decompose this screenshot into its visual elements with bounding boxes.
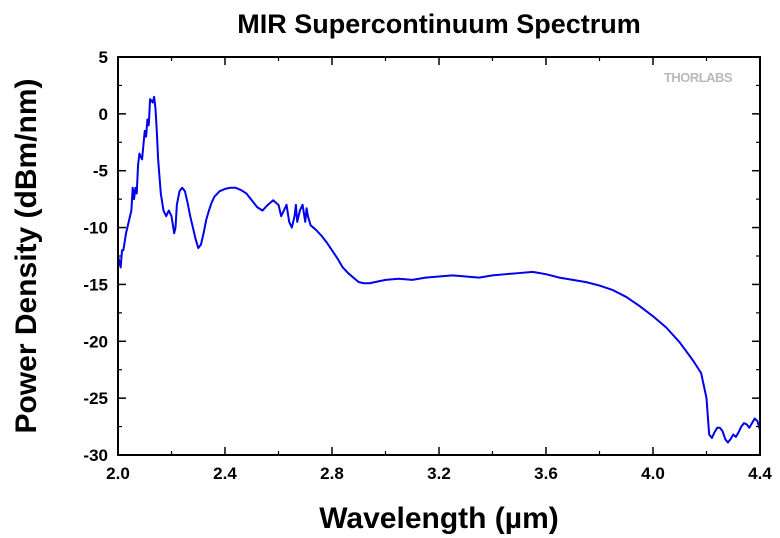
y-tick-label: -25 — [83, 389, 108, 408]
y-tick-label: -10 — [83, 219, 108, 238]
x-axis-label: Wavelength (µm) — [319, 502, 559, 535]
chart-title: MIR Supercontinuum Spectrum — [237, 9, 641, 39]
y-tick-label: 5 — [99, 48, 108, 67]
x-tick-label: 3.2 — [427, 464, 451, 483]
y-axis-label: Power Density (dBm/nm) — [10, 78, 43, 433]
watermark-logo: THORLABS — [664, 70, 734, 85]
y-tick-label: -30 — [83, 446, 108, 465]
series-layer — [117, 95, 761, 444]
y-tick-label: -15 — [83, 275, 108, 294]
y-tick-label: 0 — [99, 105, 108, 124]
x-tick-label: 2.4 — [213, 464, 237, 483]
watermark-text: THORLABS — [664, 70, 733, 85]
ticks-layer: 2.0 2.4 2.8 3.2 3.6 4.0 4.4 5 0 -5 -10 -15 -20 -25 -30 — [83, 48, 772, 483]
y-tick-label: -20 — [83, 332, 108, 351]
x-tick-label: 2.8 — [320, 464, 344, 483]
spectrum-line — [117, 95, 761, 444]
x-tick-label: 4.0 — [641, 464, 665, 483]
plot-frame — [117, 56, 761, 456]
x-tick-label: 2.0 — [106, 464, 130, 483]
y-tick-label: -5 — [93, 162, 108, 181]
x-tick-label: 3.6 — [534, 464, 558, 483]
x-tick-label: 4.4 — [748, 464, 772, 483]
